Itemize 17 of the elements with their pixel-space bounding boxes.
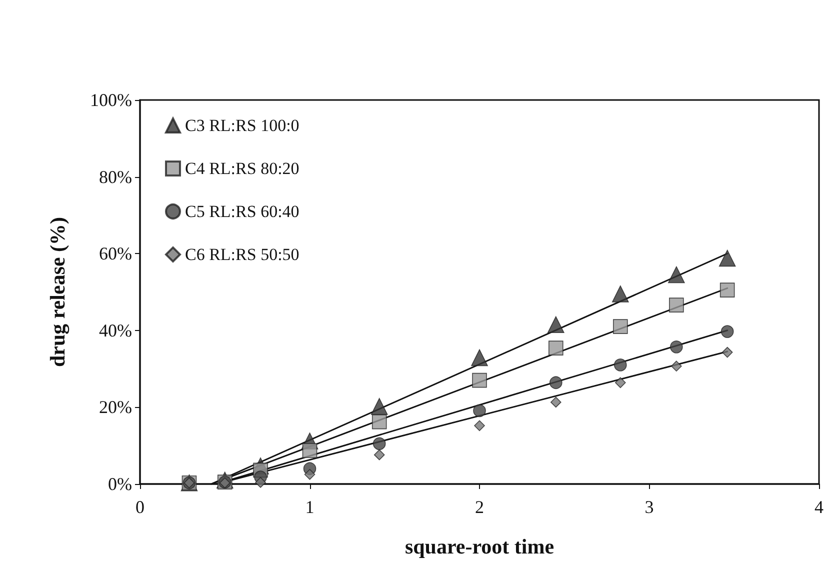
y-tick-label: 40% [99,320,132,340]
x-tick-label: 4 [814,497,824,517]
y-tick-label: 80% [99,166,132,187]
legend-label: C5 RL:RS 60:40 [185,202,300,221]
x-tick-label: 0 [136,497,144,517]
x-tick-label: 2 [475,497,484,517]
y-axis-title: drug release (%) [46,216,70,368]
y-tick-label: 20% [99,397,132,418]
legend-label: C4 RL:RS 80:20 [185,159,300,178]
x-axis-title: square-root time [404,534,554,558]
x-tick-label: 1 [305,497,314,517]
y-tick-label: 100% [90,90,132,110]
y-tick-label: 60% [99,244,132,264]
y-tick-label: 0% [108,474,132,494]
x-tick-label: 3 [644,497,654,517]
legend-label: C6 RL:RS 50:50 [185,245,300,264]
legend-label: C3 RL:RS 100:0 [185,116,300,135]
